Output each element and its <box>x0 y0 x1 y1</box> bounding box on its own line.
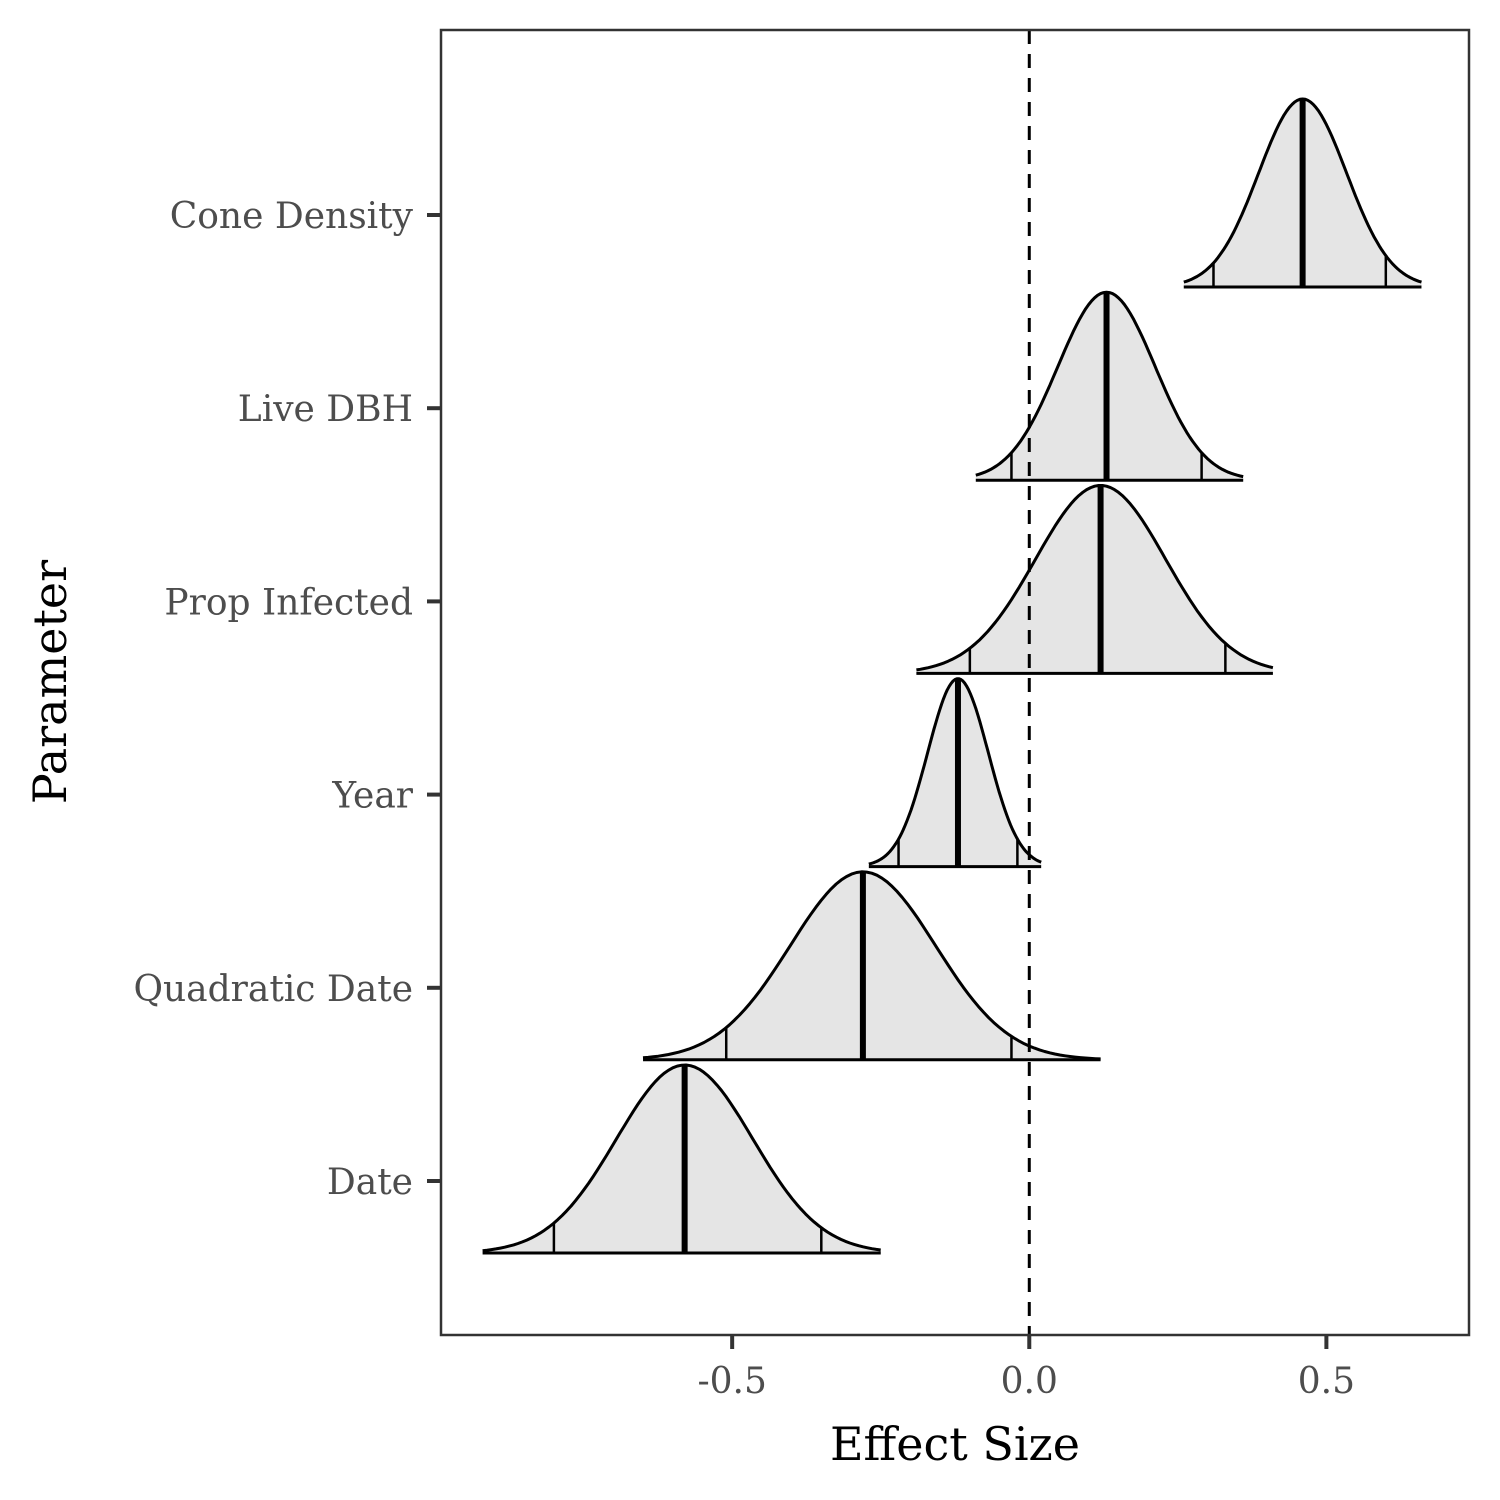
x-tick-label: 0.0 <box>1001 1361 1058 1402</box>
density-area <box>643 871 1101 1060</box>
density-ridge <box>1183 97 1422 289</box>
density-ridge <box>482 1063 881 1255</box>
y-tick-label: Cone Density <box>170 196 414 237</box>
density-area <box>916 485 1273 674</box>
density-ridge <box>642 870 1101 1062</box>
density-outline <box>916 484 1274 672</box>
density-ridge <box>868 677 1042 869</box>
x-axis: -0.5 0.0 0.5 <box>697 1335 1355 1402</box>
y-tick-label: Live DBH <box>238 389 413 430</box>
density-ridge <box>916 484 1274 675</box>
plot-panel-border <box>439 28 1471 1337</box>
y-axis-title: Parameter <box>23 560 77 804</box>
x-tick-label: -0.5 <box>697 1361 766 1402</box>
density-ridge <box>975 290 1244 482</box>
x-axis-title: Effect Size <box>830 1417 1080 1471</box>
y-tick-label: Prop Infected <box>164 582 413 623</box>
y-axis: Cone Density Live DBH Prop Infected Year Qua… <box>133 196 441 1203</box>
y-tick-label: Date <box>327 1162 413 1203</box>
density-outline <box>642 870 1101 1061</box>
density-ridges <box>482 97 1422 1255</box>
y-tick-label: Year <box>331 776 413 817</box>
x-tick-label: 0.5 <box>1298 1361 1355 1402</box>
y-tick-label: Quadratic Date <box>133 969 413 1010</box>
